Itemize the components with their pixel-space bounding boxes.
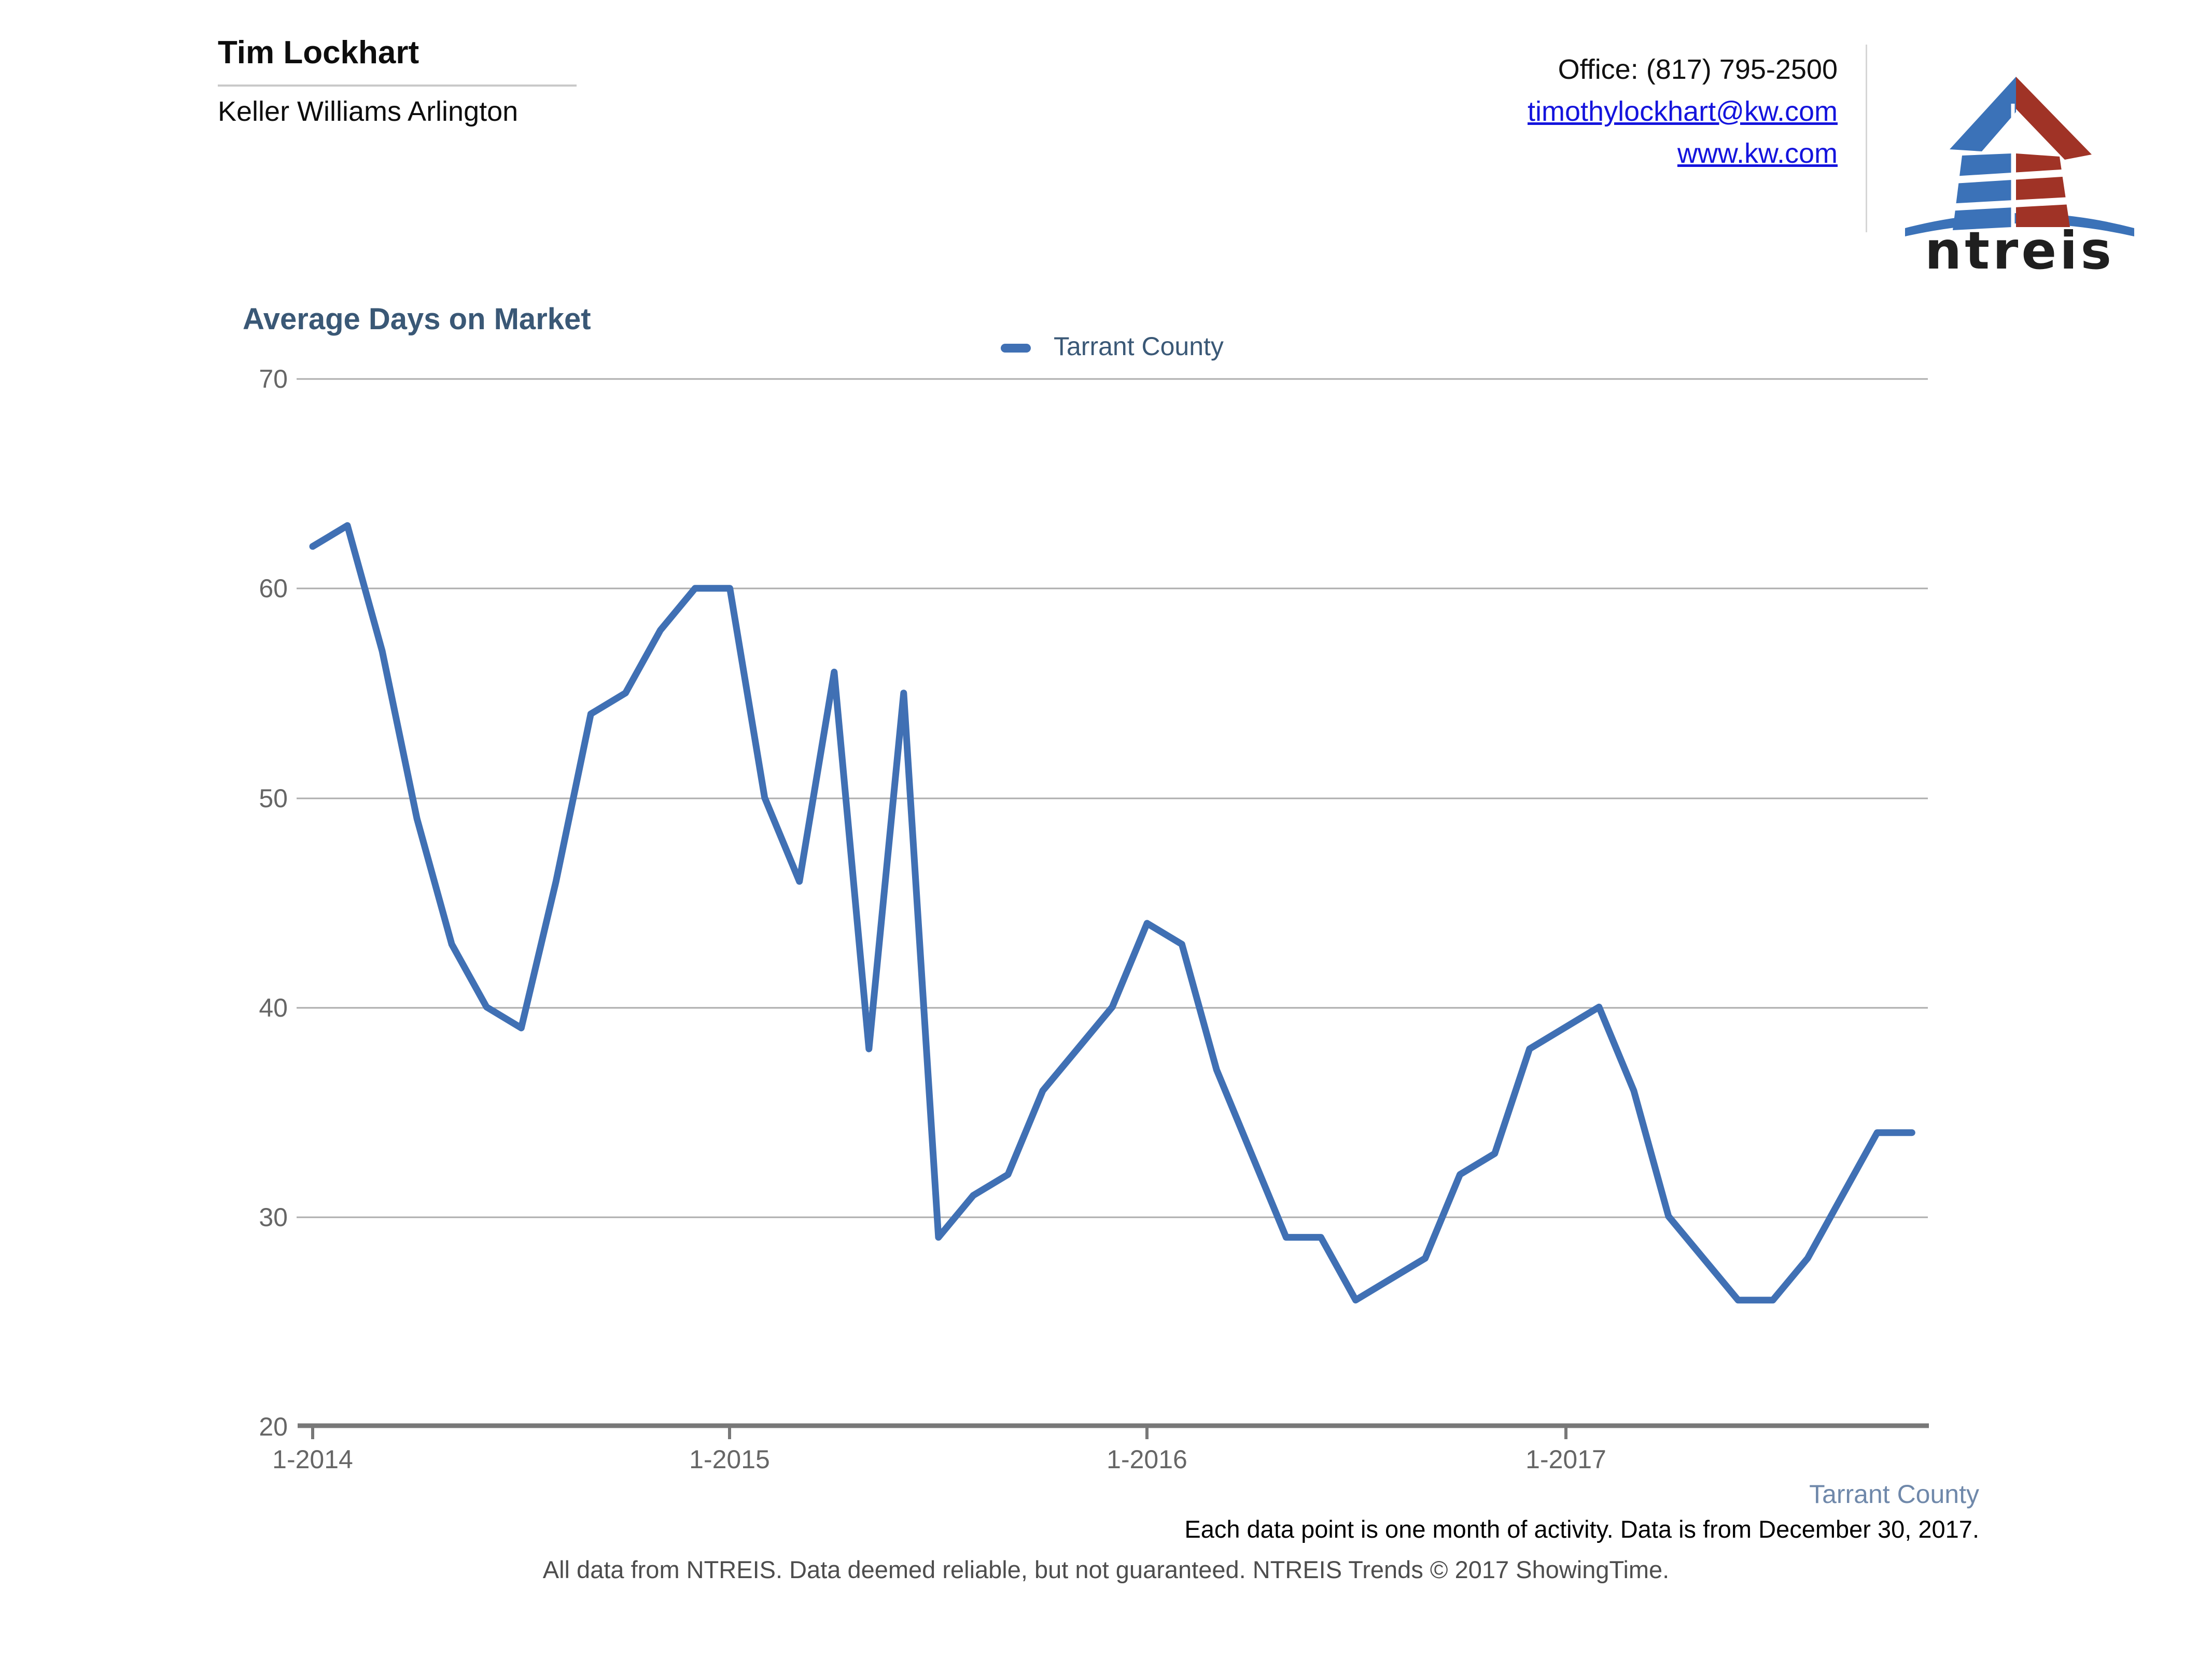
legend-line-swatch: [1001, 343, 1031, 353]
header-divider: [1866, 45, 1867, 232]
x-tick-label: 1-2014: [272, 1445, 353, 1474]
office-phone: Office: (817) 795-2500: [1558, 54, 1838, 85]
y-tick-label: 60: [259, 574, 288, 603]
footer-disclaimer: All data from NTREIS. Data deemed reliab…: [542, 1556, 1670, 1583]
x-tick-label: 1-2015: [689, 1445, 770, 1474]
x-axis: [298, 1423, 1929, 1439]
footer-note: Each data point is one month of activity…: [1184, 1515, 1979, 1543]
gridlines: [297, 378, 1928, 1218]
ntreis-logo: ntreis: [1898, 52, 2141, 275]
series-line-tarrant-county: [309, 522, 1915, 1304]
agent-name-divider: [218, 85, 577, 87]
email-link[interactable]: timothylockhart@kw.com: [1528, 96, 1838, 127]
y-tick-label: 70: [259, 364, 288, 393]
y-tick-label: 20: [259, 1412, 288, 1441]
agent-name: Tim Lockhart: [218, 35, 419, 71]
chart-title: Average Days on Market: [243, 302, 591, 336]
y-tick-label: 40: [259, 993, 288, 1022]
logo-wordmark: ntreis: [1925, 220, 2115, 275]
office-name: Keller Williams Arlington: [218, 96, 519, 127]
footer-series-label: Tarrant County: [1809, 1480, 1979, 1509]
website-link[interactable]: www.kw.com: [1677, 138, 1838, 169]
ntreis-house-icon: ntreis: [1905, 77, 2134, 275]
y-tick-label: 50: [259, 784, 288, 813]
contact-block: Office: (817) 795-2500 timothylockhart@k…: [1528, 49, 1838, 175]
x-tick-label: 1-2016: [1107, 1445, 1187, 1474]
y-tick-label: 30: [259, 1203, 288, 1232]
legend-label: Tarrant County: [1054, 332, 1224, 361]
chart-legend: Tarrant County: [1001, 332, 1224, 361]
x-tick-label: 1-2017: [1525, 1445, 1606, 1474]
